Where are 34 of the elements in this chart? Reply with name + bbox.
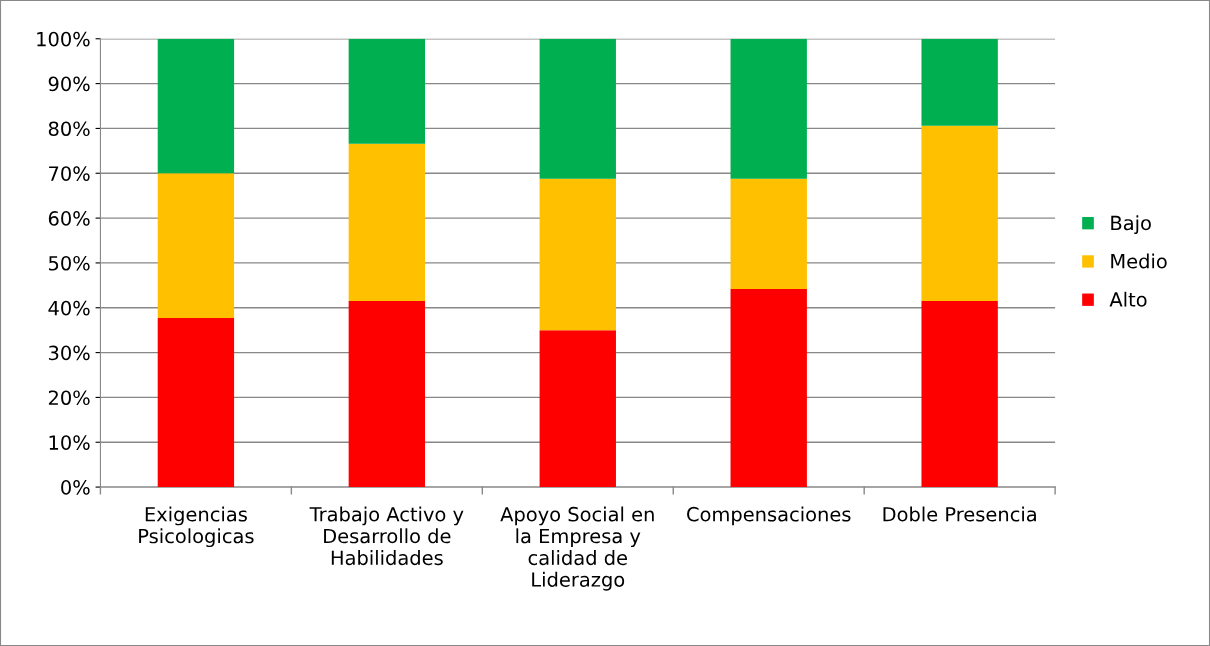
bar	[157, 173, 235, 319]
y-tick-label: 70%	[49, 166, 90, 181]
y-tick-label: 100%	[37, 31, 90, 47]
x-tick-label: Trabajo Activo y Desarrollo de Habilidades	[309, 506, 464, 566]
x-tick-label: Apoyo Social en la Empresa y calidad de Liderazgo	[500, 506, 654, 591]
y-tick-label: 0%	[61, 480, 90, 495]
bar	[348, 38, 426, 144]
legend-label: Bajo	[1111, 215, 1151, 235]
bar	[539, 178, 616, 331]
bar	[348, 301, 426, 488]
bar	[730, 178, 807, 289]
bar	[157, 318, 235, 488]
bar	[348, 143, 426, 302]
legend-label: Medio	[1111, 253, 1167, 269]
bar	[539, 330, 616, 488]
y-tick-label: 10%	[49, 435, 90, 450]
bar	[539, 38, 616, 179]
y-tick-label: 60%	[48, 211, 90, 226]
y-tick-label: 50%	[48, 255, 90, 271]
y-tick-label: 20%	[48, 390, 90, 406]
y-tick-label: 40%	[48, 300, 90, 316]
x-tick-label: Exigencias Psicologicas	[139, 506, 254, 548]
bar	[921, 38, 998, 126]
x-tick-label: Doble Presencia	[883, 506, 1036, 522]
bar	[730, 288, 807, 488]
bar	[157, 38, 235, 174]
bar	[730, 38, 807, 179]
y-tick-label: 80%	[48, 121, 90, 137]
y-tick-label: 30%	[48, 345, 90, 361]
y-tick-label: 90%	[48, 76, 90, 92]
bar	[921, 125, 998, 302]
bar	[921, 301, 998, 488]
legend-label: Alto	[1109, 291, 1147, 307]
x-tick-label: Compensaciones	[687, 506, 851, 526]
